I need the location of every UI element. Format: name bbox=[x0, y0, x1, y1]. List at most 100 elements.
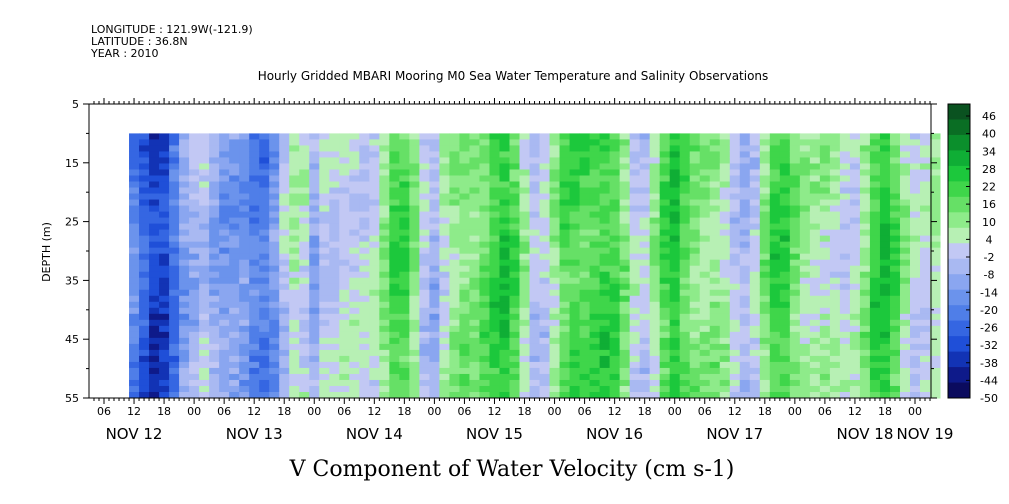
heat-cell bbox=[599, 157, 611, 164]
heat-cell bbox=[139, 181, 150, 189]
heat-cell bbox=[349, 391, 360, 399]
heat-cell bbox=[159, 265, 170, 273]
heat-cell bbox=[159, 199, 170, 207]
heat-cell bbox=[569, 199, 581, 207]
heat-cell bbox=[409, 385, 420, 393]
heat-cell bbox=[189, 139, 200, 146]
heat-cell bbox=[209, 145, 220, 152]
heat-cell bbox=[279, 265, 290, 273]
colorbar-label: 34 bbox=[982, 145, 996, 158]
heat-cell bbox=[419, 307, 430, 315]
heat-cell bbox=[339, 211, 350, 219]
heat-cell bbox=[129, 337, 140, 345]
heat-cell bbox=[669, 169, 681, 176]
heat-cell bbox=[539, 319, 551, 327]
heat-cell bbox=[139, 391, 150, 399]
heat-cell bbox=[839, 187, 851, 195]
heat-cell bbox=[349, 175, 360, 183]
heat-cell bbox=[699, 151, 711, 158]
heat-cell bbox=[459, 199, 470, 207]
heat-cell bbox=[569, 175, 581, 183]
heat-cell bbox=[549, 385, 561, 393]
heat-cell bbox=[379, 241, 390, 249]
heat-cell bbox=[149, 295, 160, 303]
heat-cell bbox=[489, 151, 500, 158]
heat-cell bbox=[819, 193, 831, 201]
heat-cell bbox=[469, 277, 480, 285]
heat-cell bbox=[779, 385, 791, 393]
heat-cell bbox=[199, 301, 210, 309]
heat-cell bbox=[159, 241, 170, 249]
heat-cell bbox=[729, 295, 741, 303]
heat-cell bbox=[319, 199, 330, 207]
heat-cell bbox=[529, 241, 541, 249]
heat-cell bbox=[249, 139, 260, 146]
heat-cell bbox=[689, 265, 701, 273]
heat-cell bbox=[419, 139, 430, 146]
heat-cell bbox=[869, 253, 881, 261]
heat-cell bbox=[879, 319, 891, 327]
heat-cell bbox=[129, 295, 140, 303]
heat-cell bbox=[229, 175, 240, 183]
heat-cell bbox=[429, 181, 440, 189]
heat-cell bbox=[589, 241, 601, 249]
heat-cell bbox=[239, 235, 250, 243]
heat-cell bbox=[429, 373, 440, 381]
heat-cell bbox=[669, 319, 681, 327]
heat-cell bbox=[409, 331, 420, 339]
heat-cell bbox=[859, 151, 871, 158]
heat-cell bbox=[509, 337, 521, 345]
heat-cell bbox=[489, 373, 500, 381]
heat-cell bbox=[329, 349, 340, 357]
heat-cell bbox=[439, 277, 450, 285]
heat-cell bbox=[439, 133, 450, 140]
heat-cell bbox=[129, 139, 140, 146]
heat-cell bbox=[489, 199, 500, 207]
heat-cell bbox=[409, 283, 420, 291]
heat-cell bbox=[589, 391, 601, 399]
heat-cell bbox=[529, 277, 541, 285]
heat-cell bbox=[779, 319, 791, 327]
heat-cell bbox=[159, 151, 170, 158]
heat-cell bbox=[899, 205, 911, 213]
colorbar-label: 10 bbox=[982, 216, 996, 229]
heat-cell bbox=[209, 331, 220, 339]
heat-cell bbox=[409, 133, 420, 140]
heat-cell bbox=[909, 163, 921, 170]
heat-cell bbox=[759, 217, 771, 225]
heat-cell bbox=[679, 343, 691, 351]
heat-cell bbox=[199, 151, 210, 158]
heat-cell bbox=[529, 169, 541, 176]
heat-cell bbox=[579, 139, 591, 146]
heat-cell bbox=[569, 259, 581, 267]
heat-cell bbox=[599, 349, 611, 357]
heat-cell bbox=[819, 283, 831, 291]
heat-cell bbox=[129, 283, 140, 291]
heat-cell bbox=[599, 241, 611, 249]
heat-cell bbox=[829, 271, 841, 279]
heat-cell bbox=[429, 295, 440, 303]
heat-cell bbox=[889, 277, 901, 285]
heat-cell bbox=[339, 229, 350, 237]
heat-cell bbox=[639, 373, 651, 381]
heat-cell bbox=[249, 313, 260, 321]
heat-cell bbox=[339, 193, 350, 201]
heat-cell bbox=[930, 247, 941, 255]
heat-cell bbox=[149, 337, 160, 345]
heat-cell bbox=[899, 229, 911, 237]
heat-cell bbox=[769, 385, 781, 393]
longitude-label: LONGITUDE : 121.9W(-121.9) bbox=[91, 23, 253, 36]
heat-cell bbox=[869, 151, 881, 158]
heat-cell bbox=[509, 181, 521, 189]
heat-cell bbox=[789, 133, 801, 140]
heat-cell bbox=[569, 133, 581, 140]
heat-cell bbox=[219, 181, 230, 189]
heat-cell bbox=[419, 349, 430, 357]
heat-cell bbox=[809, 253, 821, 261]
heat-cell bbox=[369, 295, 380, 303]
heat-cell bbox=[189, 265, 200, 273]
heat-cell bbox=[719, 253, 731, 261]
heat-cell bbox=[149, 175, 160, 183]
heat-cell bbox=[559, 187, 571, 195]
heat-cell bbox=[909, 391, 921, 399]
